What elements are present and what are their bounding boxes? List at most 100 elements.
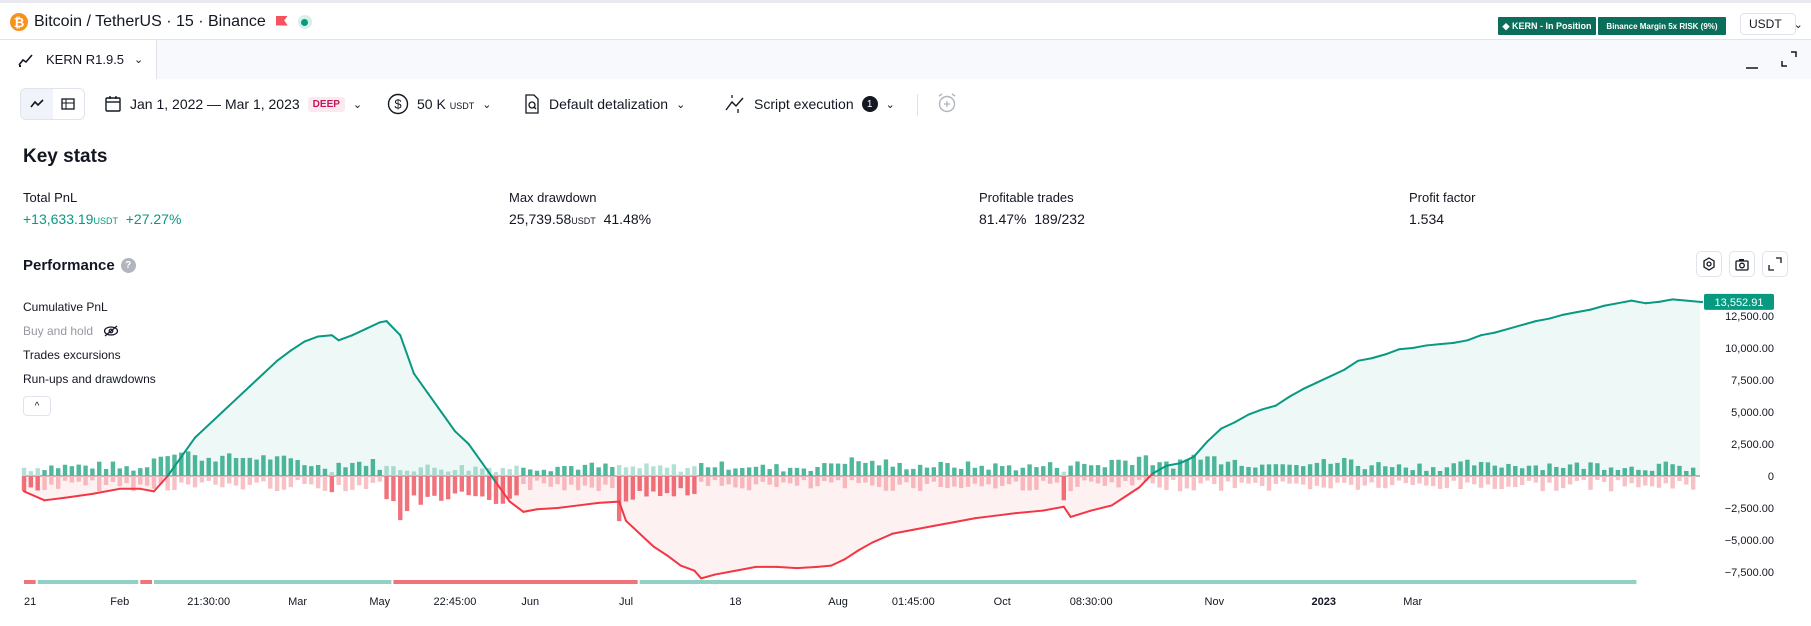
cumulative-pnl-segment <box>522 508 539 513</box>
runup-bar <box>616 465 622 476</box>
indicator-binance-margin[interactable]: Binance Margin 5x RISK (9%) <box>1598 17 1726 35</box>
table-view-button[interactable] <box>53 89 85 119</box>
help-icon[interactable]: ? <box>120 258 136 273</box>
drawdown-bar <box>623 476 629 502</box>
drawdown-bar <box>35 476 40 491</box>
runup-bar <box>1389 467 1395 476</box>
runup-bar <box>227 453 232 476</box>
eye-off-icon[interactable] <box>103 325 119 337</box>
chevron-up-icon: ^ <box>34 400 40 412</box>
runup-bar <box>883 459 889 476</box>
drawdown-bar <box>712 476 718 481</box>
drawdown-bar <box>1054 476 1060 483</box>
x-tick-label: Jul <box>619 596 633 608</box>
strategy-toolbar: Jan 1, 2022 — Mar 1, 2023 DEEP ⌄ $ 50 K … <box>0 84 1811 124</box>
drawdown-bar <box>719 476 724 486</box>
runup-bar <box>42 470 47 476</box>
drawdown-bar <box>42 476 47 490</box>
runup-bar <box>1157 462 1162 476</box>
runup-bar <box>220 455 225 476</box>
drawdown-bar <box>835 476 841 481</box>
symbol-title[interactable]: ₿ Bitcoin / TetherUS · 15 · Binance <box>10 13 312 31</box>
tab-strategy[interactable]: KERN R1.9.5 ⌄ <box>0 40 157 79</box>
runup-bar <box>801 468 807 476</box>
currency-select[interactable]: USDT ⌄ <box>1740 13 1803 35</box>
drawdown-bar <box>986 476 991 485</box>
runup-bar <box>1513 465 1518 476</box>
runup-bar <box>924 467 930 476</box>
runup-bar <box>979 465 984 476</box>
cumulative-pnl-segment <box>1356 357 1373 362</box>
maximize-icon[interactable] <box>1780 50 1798 68</box>
drawdown-bar <box>480 476 485 497</box>
drawdown-bar <box>849 476 854 481</box>
drawdown-bar <box>49 476 54 485</box>
cumulative-pnl-segment <box>1370 353 1387 360</box>
cumulative-pnl-segment <box>1179 455 1195 465</box>
snapshot-button[interactable] <box>1729 251 1755 277</box>
drawdown-bar <box>781 476 786 483</box>
legend-buy-and-hold[interactable]: Buy and hold <box>23 324 119 338</box>
y-tick-label: 2,500.00 <box>1731 439 1774 451</box>
cumulative-pnl-segment <box>816 564 833 568</box>
symbol-label: Bitcoin / TetherUS · 15 · Binance <box>34 13 266 30</box>
drawdown-bar <box>315 476 321 489</box>
runup-bar <box>1095 465 1101 476</box>
fullscreen-button[interactable] <box>1762 251 1788 277</box>
drawdown-bar <box>1335 476 1340 483</box>
runup-bar <box>986 469 991 476</box>
indicator-kern-in-position[interactable]: ◆ KERN - In Position <box>1498 17 1596 35</box>
runup-bar <box>678 471 683 476</box>
legend-cumulative-pnl[interactable]: Cumulative PnL <box>23 300 108 314</box>
y-tick-label: 0 <box>1768 471 1774 483</box>
runup-bar <box>890 466 895 476</box>
drawdown-bar <box>1294 476 1299 484</box>
initial-capital-selector[interactable]: $ 50 K USDT ⌄ <box>387 90 491 118</box>
cumulative-pnl-segment <box>1288 387 1305 398</box>
x-tick-label: Aug <box>828 596 848 608</box>
settings-button[interactable] <box>1696 251 1722 277</box>
cumulative-pnl-segment <box>378 320 388 324</box>
drawdown-bar <box>582 476 588 486</box>
runup-bar <box>1526 465 1532 476</box>
runup-bar <box>103 469 109 476</box>
drawdown-bar <box>117 476 122 487</box>
runup-bar <box>958 468 964 476</box>
runup-bar <box>965 461 971 476</box>
alarm-add-icon[interactable] <box>936 92 958 114</box>
chevron-down-icon: ⌄ <box>134 54 144 66</box>
runup-bar <box>664 467 670 476</box>
runup-bar <box>1581 468 1586 476</box>
collapse-legend-button[interactable]: ^ <box>23 396 51 416</box>
drawdown-bar <box>268 476 273 489</box>
drawdown-bar <box>206 476 211 481</box>
drawdown-bar <box>1581 476 1586 480</box>
date-range-selector[interactable]: Jan 1, 2022 — Mar 1, 2023 DEEP ⌄ <box>104 90 362 118</box>
drawdown-bar <box>1225 476 1231 482</box>
stat-profitable-trades: Profitable trades 81.47% 189/232 <box>979 190 1085 227</box>
minimize-icon[interactable] <box>1745 60 1759 70</box>
detalization-selector[interactable]: Default detalization ⌄ <box>523 90 685 118</box>
drawdown-bar <box>972 476 978 484</box>
y-tick-label: −5,000.00 <box>1725 535 1774 547</box>
dollar-icon: $ <box>387 93 409 115</box>
legend-runups-drawdowns[interactable]: Run-ups and drawdowns <box>23 372 156 386</box>
drawdown-bar <box>459 476 465 492</box>
drawdown-bar <box>1047 476 1053 484</box>
runup-bar <box>1164 461 1169 476</box>
script-execution-selector[interactable]: Script execution 1 ⌄ <box>724 90 895 118</box>
cumulative-pnl-segment <box>1165 462 1182 467</box>
flag-icon[interactable] <box>276 16 288 29</box>
legend-trades-excursions[interactable]: Trades excursions <box>23 348 121 362</box>
runup-bar <box>1041 466 1046 476</box>
runup-bar <box>288 458 293 476</box>
drawdown-bar <box>794 476 800 486</box>
chart-view-button[interactable] <box>21 89 53 119</box>
drawdown-bar <box>281 476 287 490</box>
runup-bar <box>1622 468 1627 476</box>
drawdown-bar <box>1013 476 1019 482</box>
drawdown-bar <box>1027 476 1032 491</box>
drawdown-bar <box>329 476 335 493</box>
drawdown-bar <box>787 476 793 484</box>
cumulative-pnl-segment <box>1493 327 1510 334</box>
